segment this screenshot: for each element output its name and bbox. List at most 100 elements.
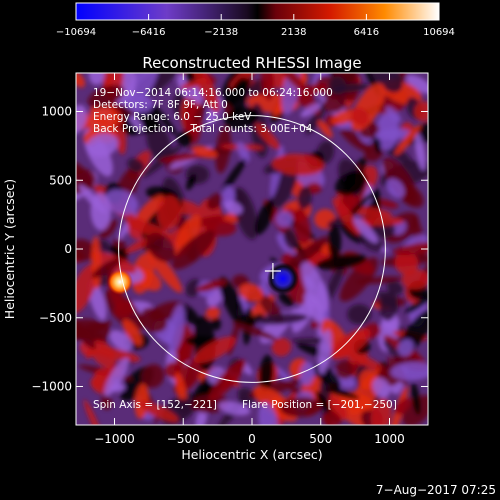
- texture-blob: [258, 402, 279, 425]
- texture-blob: [139, 401, 179, 423]
- y-tick-label: 1000: [41, 105, 72, 119]
- texture-blob: [122, 318, 143, 347]
- texture-blob: [239, 283, 264, 302]
- texture-blob: [190, 394, 229, 414]
- texture-blob: [301, 261, 329, 312]
- texture-blob: [386, 178, 405, 199]
- texture-blob: [327, 224, 342, 259]
- texture-blob: [283, 228, 298, 250]
- colorbar-tick-label: −6416: [132, 27, 166, 38]
- texture-blob: [205, 306, 220, 319]
- texture-blob: [392, 241, 428, 256]
- texture-blob: [196, 279, 228, 292]
- texture-blob: [90, 340, 116, 368]
- texture-blob: [90, 192, 111, 231]
- texture-blob: [176, 73, 203, 104]
- y-tick-label: −500: [39, 311, 72, 325]
- texture-blob: [376, 199, 399, 209]
- x-tick-label: −1000: [94, 432, 135, 446]
- texture-blob: [299, 361, 315, 386]
- texture-blob: [351, 107, 369, 126]
- colorbar-frame: [75, 2, 440, 21]
- texture-blob: [297, 186, 313, 210]
- texture-blob: [397, 338, 414, 357]
- texture-blob: [323, 95, 346, 113]
- texture-blob: [185, 173, 197, 191]
- colorbar-ticks: −10694 −6416 −2138 2138 6416 10694: [56, 14, 455, 38]
- texture-blob: [151, 103, 178, 137]
- texture-blob: [394, 250, 419, 276]
- y-tick-label: 500: [49, 173, 72, 187]
- texture-blob: [221, 158, 247, 193]
- texture-blob: [395, 397, 412, 415]
- texture-blob: [109, 383, 126, 393]
- texture-blob: [271, 153, 325, 176]
- texture-blob: [405, 288, 428, 315]
- info-line-energy: Energy Range: 6.0 − 25.0 keV: [93, 111, 252, 123]
- texture-blob: [372, 377, 391, 398]
- colorbar-tick-label: −2138: [204, 27, 238, 38]
- x-tick-label: 1000: [374, 432, 405, 446]
- texture-blob: [193, 73, 220, 113]
- texture-blob: [335, 360, 355, 380]
- texture-blob: [254, 313, 308, 325]
- texture-blob: [195, 408, 208, 425]
- texture-blob: [355, 276, 403, 284]
- texture-blob: [83, 399, 103, 425]
- colorbar-tick-label: 10694: [423, 27, 455, 38]
- texture-blob: [127, 158, 145, 173]
- texture-blob: [146, 248, 183, 293]
- texture-blob: [260, 73, 274, 101]
- texture-blob: [224, 106, 259, 130]
- texture-blob: [88, 73, 105, 86]
- texture-blob: [279, 397, 323, 418]
- texture-blob: [355, 216, 404, 226]
- y-tick-label: 0: [64, 242, 72, 256]
- texture-blob: [180, 78, 208, 90]
- x-tick-label: 0: [248, 432, 256, 446]
- texture-blob: [175, 398, 193, 415]
- texture-blob: [185, 278, 202, 298]
- texture-blob: [275, 211, 293, 228]
- texture-blob: [219, 276, 246, 327]
- texture-blob: [382, 157, 419, 206]
- texture-blob: [76, 319, 111, 342]
- x-tick-label: −500: [167, 432, 200, 446]
- flare-position-label: Flare Position = [−201,−250]: [242, 399, 397, 411]
- colorbar-tick-label: 2138: [281, 27, 306, 38]
- texture-blob: [76, 239, 96, 262]
- y-axis-label: Heliocentric Y (arcsec): [2, 179, 17, 319]
- texture-blob: [335, 171, 368, 196]
- texture-blob: [300, 103, 322, 118]
- texture-blob: [156, 195, 182, 231]
- texture-blob: [370, 397, 392, 425]
- texture-blob: [146, 232, 176, 263]
- texture-blob: [76, 104, 87, 135]
- axis-ticks: −1000 −500 0 500 1000 −1000 −500 0 500 1000: [31, 73, 428, 446]
- texture-blob: [358, 369, 375, 390]
- texture-blob: [158, 152, 209, 163]
- colorbar-gradient: [76, 3, 439, 20]
- chart-title: Reconstructed RHESSI Image: [142, 54, 361, 72]
- bright-source: [107, 269, 133, 295]
- texture-blob: [323, 387, 360, 399]
- spin-axis-label: Spin Axis = [152,−221]: [93, 399, 217, 411]
- dark-source: [266, 262, 299, 295]
- colorbar-tick-label: 6416: [354, 27, 379, 38]
- texture-blob: [259, 354, 274, 392]
- texture-blob: [379, 290, 399, 321]
- texture-blob: [303, 292, 325, 324]
- texture-blob: [235, 189, 247, 206]
- texture-blob: [305, 102, 327, 135]
- texture-blob: [140, 307, 168, 333]
- texture-blob: [223, 200, 243, 215]
- texture-blob: [271, 337, 292, 357]
- texture-blob: [76, 162, 94, 190]
- date-stamp: 7−Aug−2017 07:25: [376, 483, 496, 497]
- texture-blob: [206, 193, 223, 210]
- colorbar-tick-label: −10694: [56, 27, 96, 38]
- texture-blob: [255, 123, 281, 150]
- texture-blob: [109, 330, 133, 352]
- texture-blob: [385, 106, 402, 123]
- texture-blob: [114, 299, 135, 319]
